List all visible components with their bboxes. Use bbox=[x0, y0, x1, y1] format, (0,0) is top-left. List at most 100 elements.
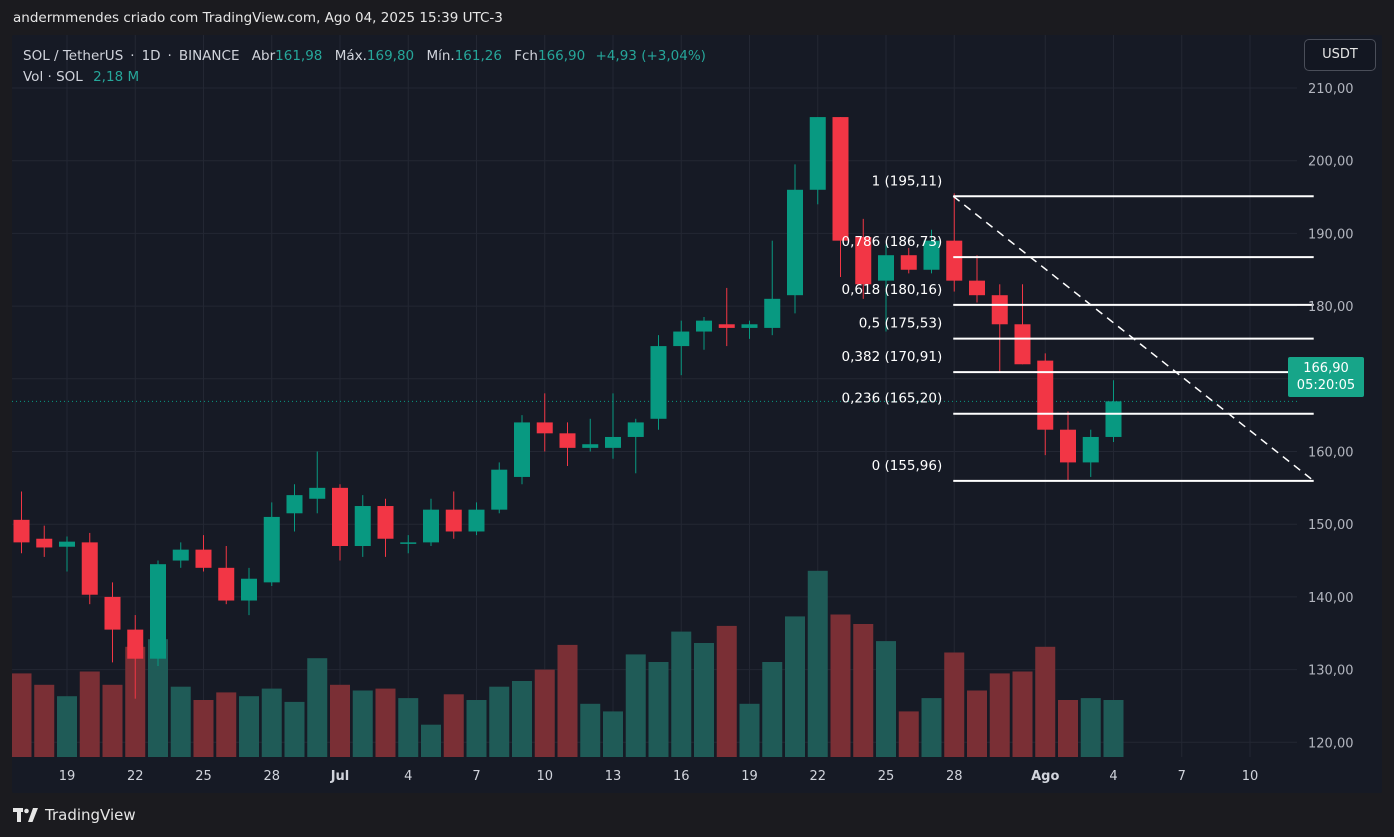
volume-bar bbox=[489, 686, 510, 757]
candle-body bbox=[696, 320, 712, 332]
candle-body bbox=[491, 469, 508, 510]
candle bbox=[696, 317, 712, 350]
candle bbox=[36, 525, 53, 557]
candle bbox=[309, 451, 326, 514]
candle-body bbox=[1014, 324, 1031, 365]
candle bbox=[1014, 284, 1031, 365]
candle-body bbox=[36, 538, 53, 548]
time-axis: 19 22 25 28 Jul 4 7 10 13 16 19 22 25 28 Ago 4 7 10 bbox=[59, 769, 1259, 784]
candle bbox=[332, 484, 348, 561]
candle bbox=[241, 567, 257, 616]
symbol-name[interactable]: SOL / TetherUS bbox=[23, 48, 124, 64]
attribution-text: andermmendes criado com TradingView.com,… bbox=[13, 10, 503, 26]
volume-bar bbox=[876, 641, 896, 757]
candle bbox=[13, 491, 30, 554]
candle-body bbox=[536, 422, 553, 434]
volume-bar bbox=[898, 711, 919, 757]
volume-label[interactable]: Vol · SOL bbox=[23, 69, 83, 85]
candle-body bbox=[468, 509, 485, 532]
candle bbox=[627, 418, 644, 474]
volume-bar bbox=[330, 684, 350, 757]
candle-body bbox=[241, 578, 257, 601]
price-axis-label: 160,00 bbox=[1308, 446, 1354, 461]
time-axis-label: 4 bbox=[1109, 769, 1117, 784]
time-axis-label: 7 bbox=[472, 769, 480, 784]
candle bbox=[832, 117, 849, 278]
candle-body bbox=[627, 422, 644, 437]
candle-body bbox=[946, 240, 963, 281]
candle-body bbox=[787, 189, 803, 296]
exchange-name: BINANCE bbox=[178, 48, 240, 64]
price-axis-label: 200,00 bbox=[1308, 155, 1354, 170]
volume-bar bbox=[1080, 698, 1101, 757]
volume-bar bbox=[557, 644, 578, 757]
price-axis-label: 130,00 bbox=[1308, 664, 1354, 679]
volume-row: Vol · SOL 2,18 M bbox=[23, 67, 706, 88]
interval-label[interactable]: 1D bbox=[141, 48, 161, 64]
volume-bar bbox=[170, 686, 191, 757]
price-axis-label: 210,00 bbox=[1308, 82, 1354, 97]
candle-body bbox=[673, 331, 690, 347]
volume-bar bbox=[580, 703, 601, 757]
candle bbox=[400, 535, 417, 554]
volume-bar bbox=[352, 690, 373, 757]
candle bbox=[969, 255, 985, 303]
candle-body bbox=[400, 542, 417, 544]
volume-bar bbox=[944, 652, 965, 757]
candle-body bbox=[991, 295, 1008, 325]
chart-panel[interactable]: 1 (195,11) 0,786 (186,73) 0,618 (180,16) 0,… bbox=[12, 35, 1382, 793]
candlestick-chart[interactable]: 1 (195,11) 0,786 (186,73) 0,618 (180,16) 0,… bbox=[12, 35, 1382, 793]
candle-body bbox=[832, 117, 849, 241]
candle bbox=[605, 393, 621, 459]
open-label: Abr bbox=[251, 48, 276, 64]
tradingview-brand: TradingView bbox=[45, 806, 136, 824]
time-axis-label: 10 bbox=[536, 769, 553, 784]
candle-body bbox=[218, 567, 235, 601]
candle-body bbox=[923, 240, 940, 270]
volume-bar bbox=[398, 698, 419, 757]
time-axis-label: 22 bbox=[809, 769, 826, 784]
candle bbox=[673, 320, 690, 376]
candle bbox=[286, 484, 303, 532]
candle-body bbox=[809, 117, 826, 190]
footer-branding[interactable]: TradingView bbox=[13, 806, 136, 824]
candle-body bbox=[900, 255, 917, 270]
change-value: +4,93 (+3,04%) bbox=[595, 48, 706, 64]
fib-level-label: 0,5 (175,53) bbox=[859, 316, 943, 332]
candle-body bbox=[764, 298, 781, 328]
candle bbox=[559, 422, 576, 467]
candle-body bbox=[195, 549, 212, 568]
candle-body bbox=[309, 487, 326, 499]
volume-bar bbox=[785, 616, 805, 757]
volume-bar bbox=[512, 681, 532, 757]
candle bbox=[900, 247, 917, 274]
volume-bar bbox=[603, 711, 623, 757]
candle-body bbox=[878, 255, 894, 281]
volume-bar bbox=[625, 654, 646, 757]
candles bbox=[13, 117, 1122, 699]
candle-body bbox=[104, 596, 121, 630]
volume-bars bbox=[12, 570, 1124, 757]
fib-level-label: 0,236 (165,20) bbox=[842, 391, 943, 407]
volume-bar bbox=[79, 671, 100, 757]
candle bbox=[946, 193, 963, 292]
volume-bar bbox=[534, 669, 555, 757]
volume-bar bbox=[102, 684, 123, 757]
close-label: Fch bbox=[514, 48, 538, 64]
candle bbox=[1060, 411, 1076, 481]
time-axis-label: 28 bbox=[946, 769, 963, 784]
candle bbox=[718, 287, 735, 347]
close-value: 166,90 bbox=[537, 48, 586, 64]
candle-body bbox=[172, 549, 189, 561]
volume-bar bbox=[284, 701, 305, 757]
candle bbox=[1082, 429, 1099, 477]
last-price-tag: 166,90 05:20:05 bbox=[1288, 357, 1364, 397]
candle bbox=[1105, 380, 1122, 443]
candle-body bbox=[605, 436, 621, 448]
currency-button[interactable]: USDT bbox=[1304, 39, 1376, 71]
high-label: Máx. bbox=[334, 48, 367, 64]
fib-level-label: 0,786 (186,73) bbox=[842, 234, 943, 250]
candle bbox=[445, 491, 462, 539]
candle-body bbox=[514, 422, 530, 477]
candle-body bbox=[855, 237, 872, 285]
